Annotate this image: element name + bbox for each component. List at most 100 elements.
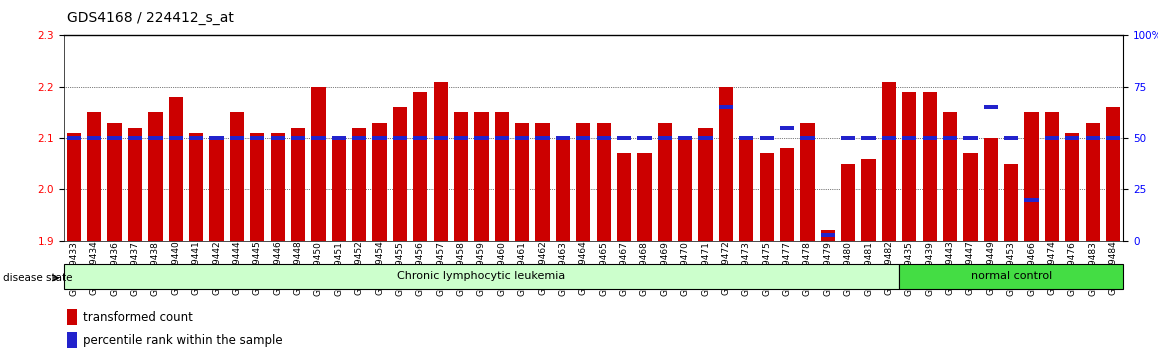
Bar [899,264,1123,289]
Bar [821,230,835,241]
Bar [760,136,774,140]
Bar [617,136,631,140]
Bar [983,105,998,109]
Bar [719,105,733,109]
Bar [1106,107,1120,241]
Bar [454,113,468,241]
Bar [862,136,875,140]
Bar [229,113,244,241]
Bar [719,87,733,241]
Bar [373,136,387,140]
Bar [556,136,570,140]
Bar [312,87,325,241]
Bar [169,97,183,241]
Bar [189,133,204,241]
Bar [1004,164,1018,241]
Bar [87,136,102,140]
Bar [127,136,142,140]
Bar [780,148,794,241]
Bar [617,154,631,241]
Bar [923,92,937,241]
Bar [250,133,264,241]
Text: Chronic lymphocytic leukemia: Chronic lymphocytic leukemia [397,271,565,281]
Bar [454,136,468,140]
Text: GDS4168 / 224412_s_at: GDS4168 / 224412_s_at [67,11,234,25]
Bar [983,138,998,241]
Bar [800,136,814,140]
Bar [881,136,896,140]
Bar [331,138,346,241]
Bar [433,136,448,140]
Bar [577,123,591,241]
Text: normal control: normal control [970,271,1051,281]
Bar [596,123,610,241]
Bar [698,136,712,140]
Bar [535,136,550,140]
Bar [963,154,977,241]
Bar [862,159,875,241]
Bar [679,138,692,241]
Bar [148,113,162,241]
Bar [515,123,529,241]
Bar [821,233,835,236]
Bar [271,136,285,140]
Bar [250,136,264,140]
Bar [373,123,387,241]
Bar [229,136,244,140]
Bar [1004,136,1018,140]
Bar [413,136,427,140]
Bar [66,309,76,325]
Bar [760,154,774,241]
Bar [1085,123,1100,241]
Bar [1106,136,1120,140]
Bar [210,138,223,241]
Bar [556,138,570,241]
Bar [535,123,550,241]
Bar [739,138,754,241]
Bar [169,136,183,140]
Bar [127,128,142,241]
Bar [64,264,899,289]
Bar [902,92,916,241]
Bar [494,136,508,140]
Bar [291,128,306,241]
Bar [1065,136,1079,140]
Bar [658,136,672,140]
Bar [189,136,204,140]
Bar [739,136,754,140]
Bar [800,123,814,241]
Bar [352,128,366,241]
Bar [108,136,122,140]
Bar [658,123,672,241]
Bar [943,113,958,241]
Bar [1065,133,1079,241]
Bar [433,82,448,241]
Bar [1045,136,1060,140]
Bar [475,113,489,241]
Bar [881,82,896,241]
Bar [577,136,591,140]
Bar [841,136,856,140]
Bar [108,123,122,241]
Bar [780,126,794,130]
Bar [1045,113,1060,241]
Bar [393,136,406,140]
Bar [1025,198,1039,202]
Bar [841,164,856,241]
Bar [66,332,76,348]
Bar [923,136,937,140]
Bar [596,136,610,140]
Bar [148,136,162,140]
Text: percentile rank within the sample: percentile rank within the sample [83,334,283,347]
Bar [698,128,712,241]
Bar [67,133,81,241]
Bar [271,133,285,241]
Bar [515,136,529,140]
Bar [1025,113,1039,241]
Bar [291,136,306,140]
Bar [963,136,977,140]
Bar [210,136,223,140]
Bar [902,136,916,140]
Bar [67,136,81,140]
Bar [87,113,102,241]
